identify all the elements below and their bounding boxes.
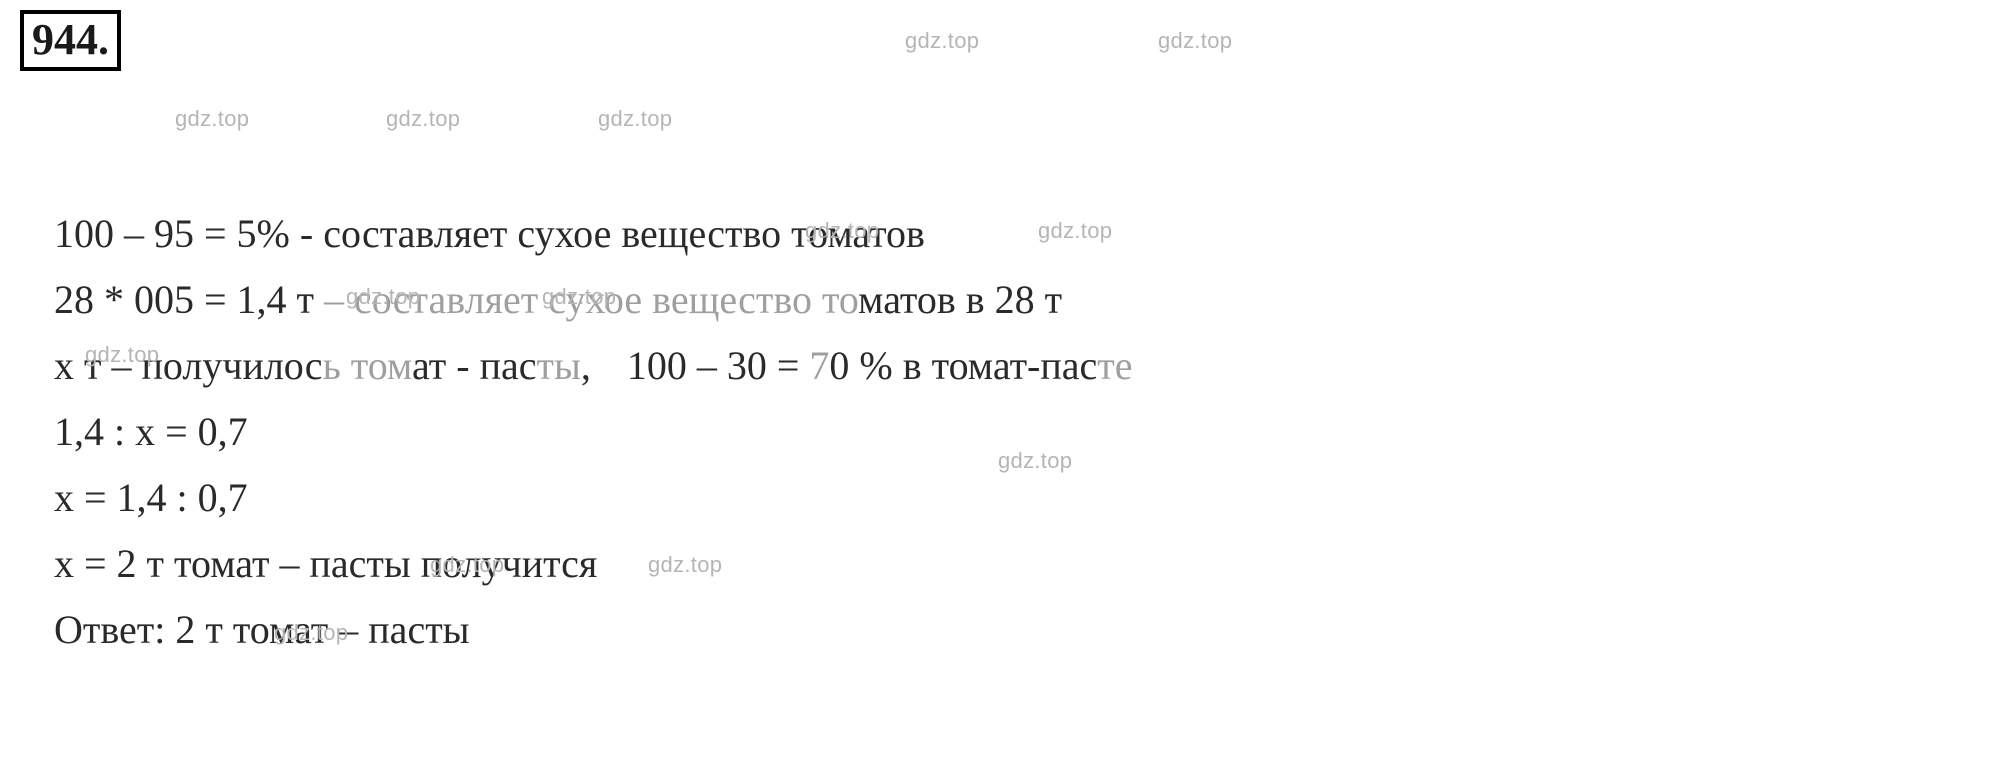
line-7: Ответ: 2 т томат – пасты xyxy=(54,599,1970,661)
line-3b: 100 – 30 = 70 % в томат-пасте xyxy=(627,343,1133,388)
line-5: x = 1,4 : 0,7 xyxy=(54,467,1970,529)
line-1: 100 – 95 = 5% - составляет сухое веществ… xyxy=(54,203,1970,265)
problem-number-box: 944. xyxy=(20,10,121,71)
line-4: 1,4 : x = 0,7 xyxy=(54,401,1970,463)
line-6: x = 2 т томат – пасты получится xyxy=(54,533,1970,595)
line-2a: 28 * 005 = 1,4 т – составляет сухое веще… xyxy=(54,277,1062,322)
solution-content: 100 – 95 = 5% - составляет сухое веществ… xyxy=(54,203,1970,661)
line-3a: x т – получилось томат - пасты, xyxy=(54,343,617,388)
line-2: 28 * 005 = 1,4 т – составляет сухое веще… xyxy=(54,269,1970,331)
problem-number: 944. xyxy=(32,15,109,64)
line-3: x т – получилось томат - пасты, 100 – 30… xyxy=(54,335,1970,397)
